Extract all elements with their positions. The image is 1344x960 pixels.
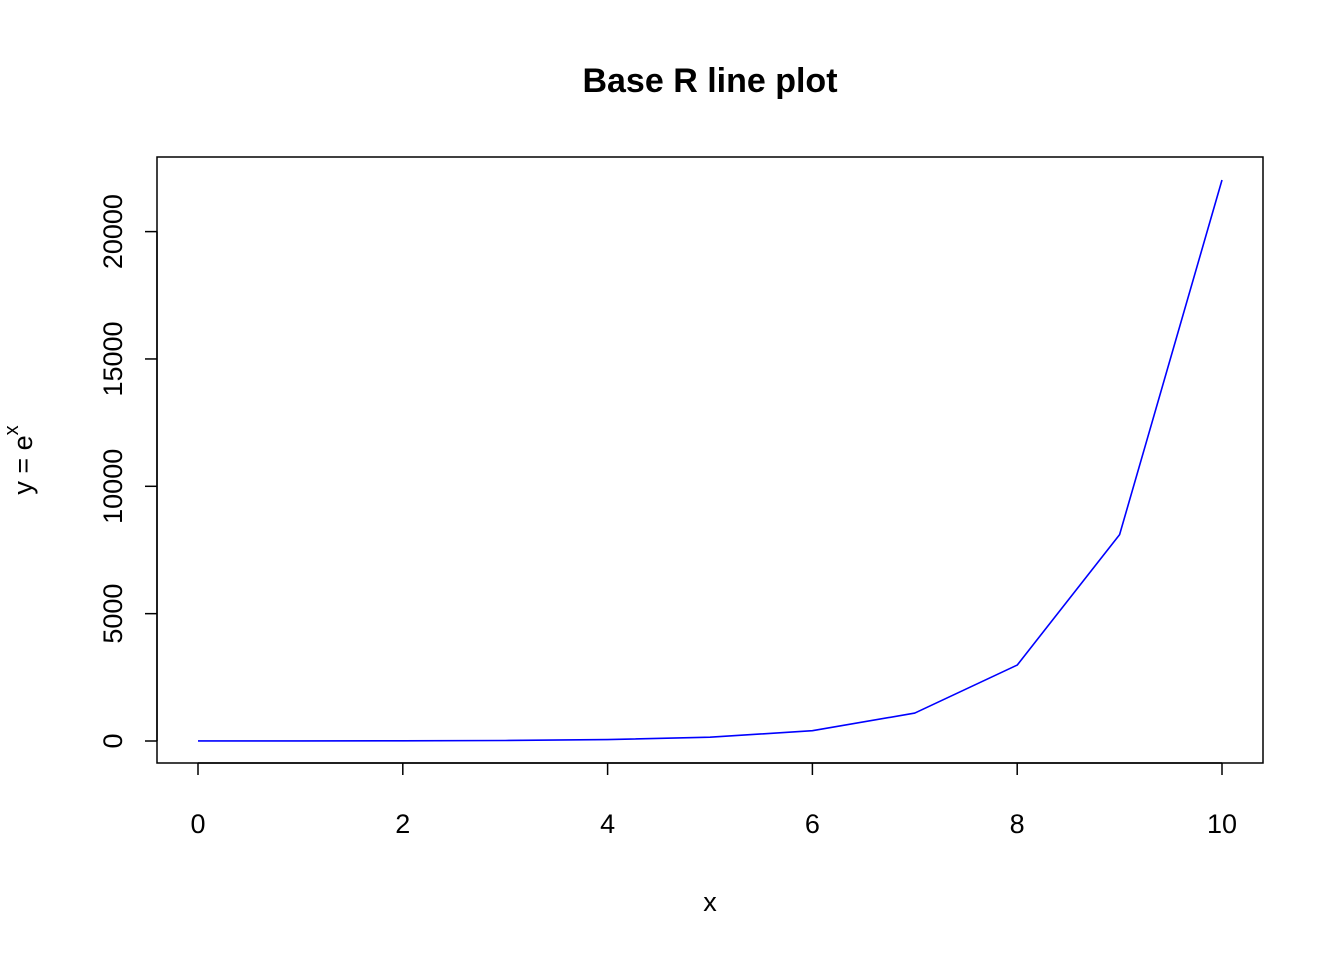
y-tick-label: 5000 <box>98 584 128 644</box>
svg-text:y = ex: y = ex <box>1 425 38 494</box>
y-tick-label: 15000 <box>98 321 128 396</box>
x-tick-label: 2 <box>395 809 410 839</box>
x-tick-label: 8 <box>1010 809 1025 839</box>
plot-area-border <box>156 156 1264 764</box>
x-tick-label: 0 <box>190 809 205 839</box>
y-tick-label: 10000 <box>98 449 128 524</box>
x-tick-label: 4 <box>600 809 615 839</box>
x-axis-title: x <box>703 887 717 917</box>
y-axis-title: y = ex <box>1 425 38 494</box>
chart-title: Base R line plot <box>582 62 837 100</box>
y-axis: 0 5000 10000 15000 20000 <box>98 194 158 749</box>
y-axis-title-base: y = e <box>8 435 38 494</box>
y-tick-label: 0 <box>98 733 128 748</box>
series-line <box>197 179 1223 742</box>
x-tick-label: 10 <box>1207 809 1237 839</box>
y-axis-title-exponent: x <box>1 425 23 435</box>
x-axis: 0 2 4 6 8 10 <box>190 762 1237 839</box>
y-tick-label: 20000 <box>98 194 128 269</box>
series-layer <box>197 179 1223 742</box>
x-tick-label: 6 <box>805 809 820 839</box>
